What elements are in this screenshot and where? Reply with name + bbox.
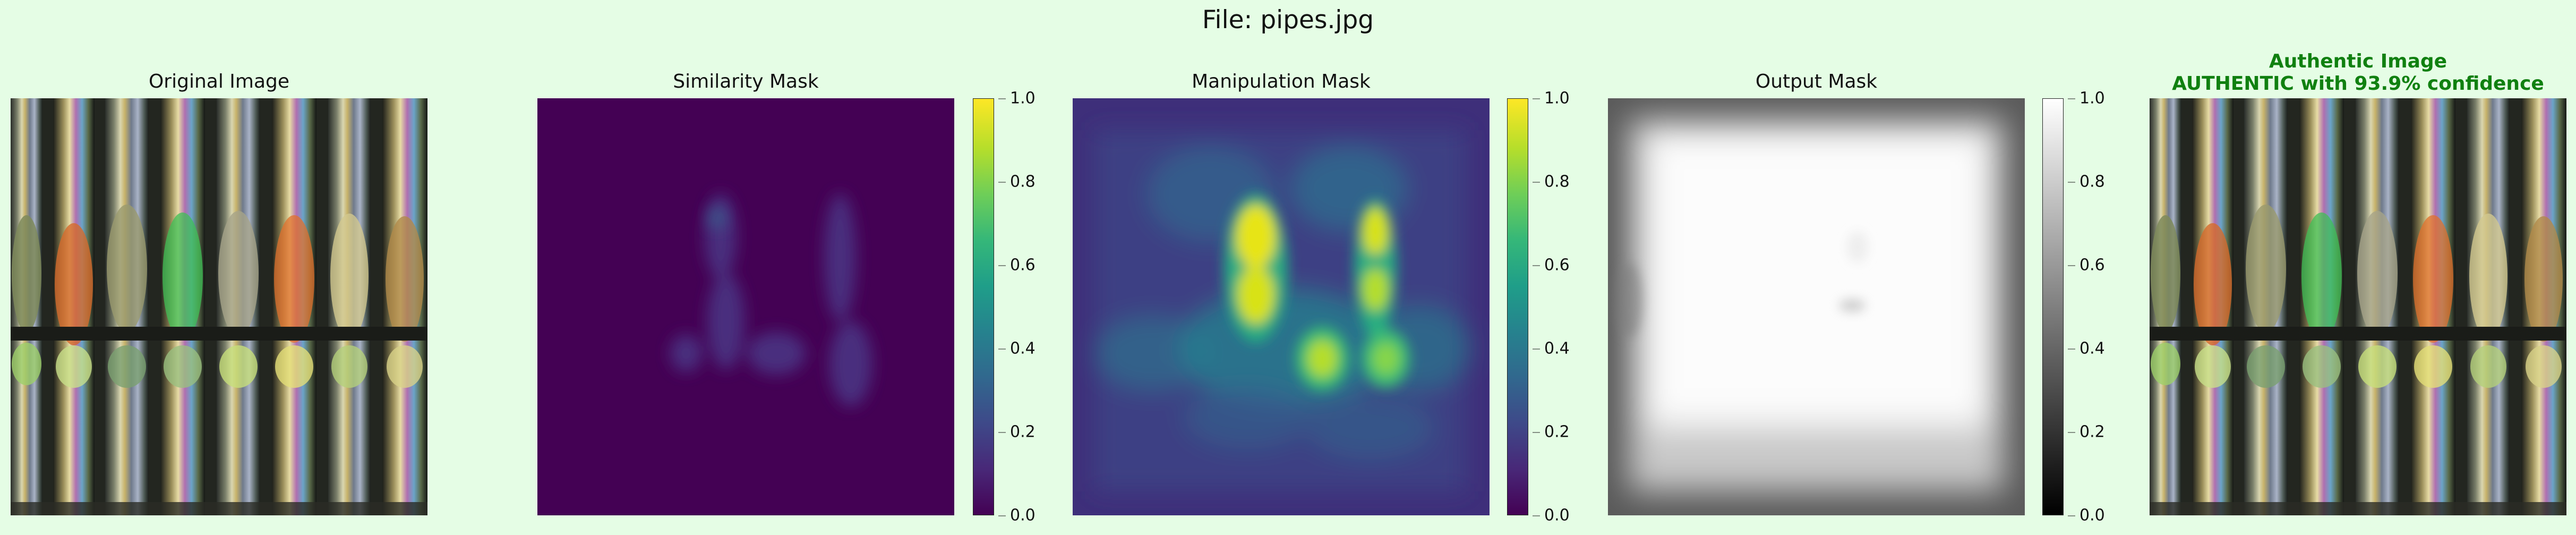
- pipes-photo-result: [2150, 98, 2566, 515]
- result-title-line2: AUTHENTIC with 93.9% confidence: [2172, 73, 2544, 95]
- manipulation-tick-5: 1.0: [1533, 89, 1570, 108]
- output-mask: [1608, 98, 2025, 515]
- original-image: [11, 98, 427, 515]
- output-tick-2: 0.4: [2068, 339, 2105, 358]
- similarity-tick-3: 0.6: [998, 256, 1035, 275]
- manipulation-mask-title: Manipulation Mask: [1192, 71, 1371, 92]
- similarity-tick-5: 1.0: [998, 89, 1035, 108]
- output-tick-1: 0.2: [2068, 422, 2105, 441]
- original-image-title: Original Image: [148, 71, 290, 92]
- similarity-mask: [537, 98, 954, 515]
- manipulation-heatmap: [1073, 98, 1490, 515]
- similarity-mask-title: Similarity Mask: [673, 71, 819, 92]
- output-tick-3: 0.6: [2068, 256, 2105, 275]
- output-tick-4: 0.8: [2068, 172, 2105, 191]
- similarity-tick-4: 0.8: [998, 172, 1035, 191]
- similarity-colorbar: [973, 98, 994, 515]
- output-colorbar: [2042, 98, 2064, 515]
- pipes-photo-original: [11, 98, 427, 515]
- result-title-line1: Authentic Image: [2269, 50, 2447, 72]
- manipulation-tick-0: 0.0: [1533, 506, 1570, 525]
- output-tick-5: 1.0: [2068, 89, 2105, 108]
- output-tick-0: 0.0: [2068, 506, 2105, 525]
- similarity-tick-2: 0.4: [998, 339, 1035, 358]
- manipulation-tick-4: 0.8: [1533, 172, 1570, 191]
- manipulation-mask: [1073, 98, 1490, 515]
- similarity-tick-0: 0.0: [998, 506, 1035, 525]
- similarity-tick-1: 0.2: [998, 422, 1035, 441]
- output-heatmap: [1608, 98, 2025, 515]
- result-image: [2150, 98, 2566, 515]
- manipulation-colorbar: [1507, 98, 1528, 515]
- similarity-heatmap: [537, 98, 954, 515]
- figure-title: File: pipes.jpg: [1202, 5, 1374, 35]
- manipulation-tick-2: 0.4: [1533, 339, 1570, 358]
- manipulation-tick-3: 0.6: [1533, 256, 1570, 275]
- result-title: Authentic Image AUTHENTIC with 93.9% con…: [2150, 50, 2566, 95]
- output-mask-title: Output Mask: [1755, 71, 1878, 92]
- manipulation-tick-1: 0.2: [1533, 422, 1570, 441]
